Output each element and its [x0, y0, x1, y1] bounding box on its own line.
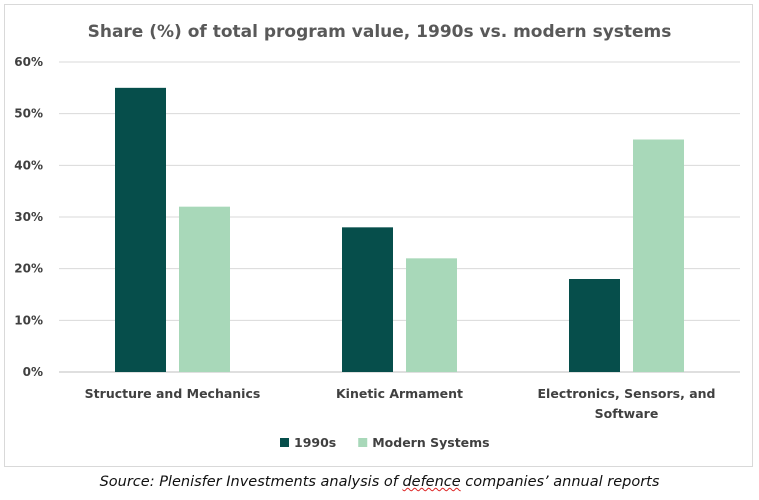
x-axis-ticks: Structure and Mechanics Kinetic Armament E… [85, 386, 716, 421]
y-tick-label: 50% [14, 107, 43, 121]
y-tick-label: 30% [14, 210, 43, 224]
gridlines [59, 61, 740, 373]
bar [342, 227, 393, 372]
legend-swatch [358, 438, 368, 447]
source-prefix: Source: Plenisfer Investments analysis o… [99, 474, 403, 490]
x-tick-label: Software [595, 406, 659, 421]
legend-label: 1990s [294, 435, 336, 450]
y-tick-label: 60% [14, 55, 43, 69]
x-tick-label: Electronics, Sensors, and [538, 386, 716, 401]
legend-swatch [280, 438, 289, 447]
source-underlined-word: defence [402, 474, 461, 490]
chart-title: Share (%) of total program value, 1990s … [88, 22, 672, 42]
chart-frame: Share (%) of total program value, 1990s … [4, 4, 753, 467]
bar [633, 139, 684, 372]
bar-chart: Share (%) of total program value, 1990s … [14, 22, 740, 450]
bar [406, 258, 457, 372]
bar [569, 279, 620, 372]
x-tick-label: Structure and Mechanics [85, 386, 261, 401]
source-suffix: companies’ annual reports [460, 474, 660, 490]
y-tick-label: 0% [23, 365, 43, 379]
y-tick-label: 40% [14, 158, 43, 172]
source-note: Source: Plenisfer Investments analysis o… [0, 474, 759, 490]
legend-label: Modern Systems [372, 435, 489, 450]
y-tick-label: 10% [14, 313, 43, 327]
x-tick-label: Kinetic Armament [336, 386, 463, 401]
bars [115, 87, 684, 372]
y-tick-label: 20% [14, 262, 43, 276]
bar [179, 206, 230, 372]
bar [115, 87, 166, 372]
y-axis-ticks: 0% 10% 20% 30% 40% 50% 60% [14, 55, 43, 379]
legend: 1990s Modern Systems [280, 435, 490, 450]
